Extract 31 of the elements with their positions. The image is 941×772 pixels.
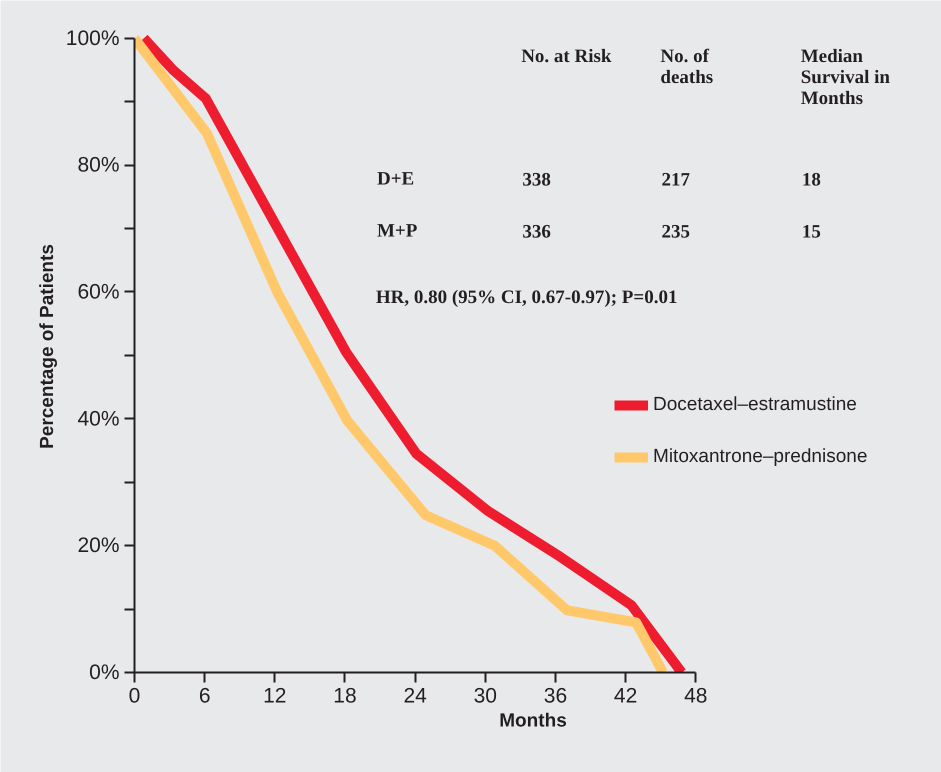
y-tick-label: 20% bbox=[77, 534, 120, 558]
x-tick-label: 30 bbox=[474, 684, 497, 708]
x-tick-label: 12 bbox=[263, 684, 286, 708]
y-tick-label: 100% bbox=[66, 26, 120, 50]
x-tick-label: 48 bbox=[684, 684, 708, 708]
x-tick-label: 0 bbox=[128, 684, 140, 708]
x-axis-title: Months bbox=[499, 710, 567, 732]
annotation: HR, 0.80 (95% CI, 0.67-0.97); P=0.01 bbox=[376, 287, 678, 308]
x-tick-label: 24 bbox=[403, 684, 428, 708]
y-tick-label: 80% bbox=[77, 154, 120, 177]
y-tick-label: 60% bbox=[77, 280, 120, 304]
annotation: M+P bbox=[376, 220, 418, 242]
annotation: No. of deaths bbox=[660, 46, 714, 88]
x-tick-label: 18 bbox=[333, 684, 357, 708]
x-tick-label: 6 bbox=[198, 684, 211, 708]
text: 15 bbox=[802, 222, 821, 243]
x-tick-label: 42 bbox=[614, 684, 638, 708]
annotation: 235 bbox=[662, 222, 690, 243]
annotation: 338 bbox=[522, 170, 551, 191]
annotation: 336 bbox=[522, 222, 551, 243]
legend-label: Mitoxantrone–prednisone bbox=[653, 446, 868, 468]
annotation: No. at Risk bbox=[521, 46, 612, 67]
y-tick-label: 0% bbox=[89, 661, 120, 684]
x-tick-label: 36 bbox=[544, 684, 568, 708]
annotation: 217 bbox=[662, 170, 691, 191]
text: Median Survival in Months bbox=[800, 46, 890, 109]
y-tick-label: 40% bbox=[77, 407, 120, 430]
text: 18 bbox=[802, 170, 821, 191]
y-axis-title: Percentage of Patients bbox=[36, 244, 58, 449]
legend-label: Docetaxel–estramustine bbox=[653, 394, 857, 416]
annotation: D+E bbox=[376, 168, 414, 190]
